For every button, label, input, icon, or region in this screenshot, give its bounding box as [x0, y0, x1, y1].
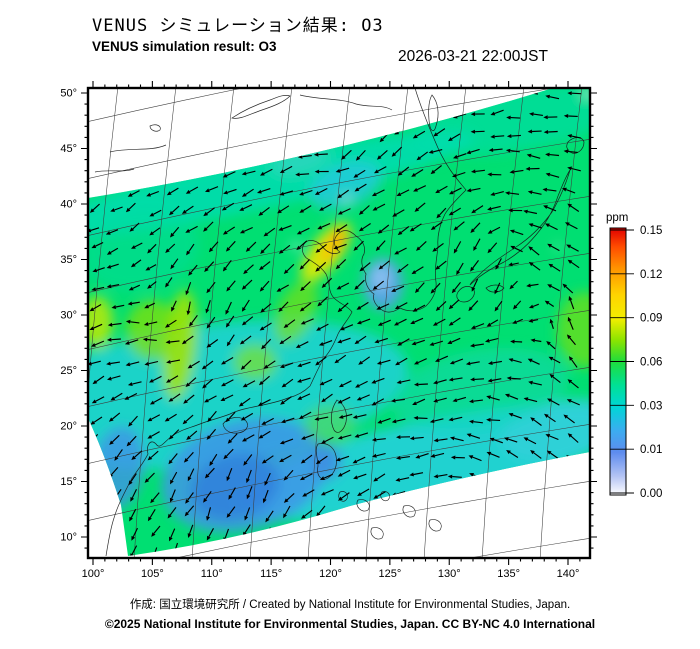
x-tick-label: 105°	[141, 568, 164, 580]
y-tick-label: 15°	[60, 476, 77, 488]
x-tick-label: 100°	[82, 568, 105, 580]
x-tick-label: 140°	[557, 568, 580, 580]
o3-concentration-field	[88, 88, 590, 556]
y-tick-label: 25°	[60, 365, 77, 377]
x-tick-label: 130°	[438, 568, 461, 580]
timestamp-label: 2026-03-21 22:00JST	[398, 48, 548, 65]
field-region-cloud-dot-4	[583, 90, 590, 96]
field-region-cyan-patch-northeast-china	[308, 160, 382, 210]
y-tick-label: 20°	[60, 421, 77, 433]
x-tick-label: 125°	[378, 568, 401, 580]
x-tick-label: 120°	[319, 568, 342, 580]
map-frame	[86, 86, 592, 560]
colorbar-tick-label: 0.06	[640, 357, 662, 369]
y-tick-label: 35°	[60, 254, 77, 266]
colorbar-tick-label: 0.09	[640, 313, 662, 325]
field-region-yellow-green-right-edge	[557, 292, 590, 368]
x-tick-label: 110°	[201, 568, 223, 580]
colorbar-tick-label: 0.00	[640, 488, 662, 500]
y-tick-label: 50°	[60, 88, 77, 100]
x-tick-label: 115°	[260, 568, 282, 580]
colorbar: ppm 0.15 0.12 0.09 0.06 0.03 0.01 0.00	[606, 212, 662, 500]
field-region-yellow-green-patch-sichuan	[126, 300, 178, 360]
colorbar-tick-label: 0.03	[640, 400, 662, 412]
colorbar-tick-label: 0.01	[640, 444, 662, 456]
page-title-japanese: VENUS シミュレーション結果: O3	[92, 16, 384, 36]
copyright-license-line: ©2025 National Institute for Environment…	[104, 617, 596, 631]
field-region-cloud-dot-5	[555, 245, 561, 249]
attribution-line: 作成: 国立環境研究所 / Created by National Instit…	[129, 599, 571, 611]
field-region-teal-left-mid	[88, 209, 200, 291]
colorbar-tick-label: 0.15	[640, 225, 662, 237]
field-region-cloud-dot-2	[344, 197, 350, 203]
graticule	[88, 88, 590, 558]
field-region-yellow-green-central-china	[274, 280, 318, 344]
field-region-teal-transition	[391, 347, 569, 433]
page-title-english: VENUS simulation result: O3	[92, 39, 277, 54]
axis-labels: 50° 45° 40° 35° 30° 25° 20° 15° 10° 100° 105° 110° 1…	[60, 88, 579, 581]
colorbar-tick-label: 0.12	[640, 269, 662, 281]
y-tick-label: 30°	[60, 310, 77, 322]
y-tick-label: 45°	[60, 143, 77, 155]
colorbar-unit-label: ppm	[606, 212, 628, 224]
y-tick-label: 10°	[60, 532, 77, 544]
axis-ticks	[81, 81, 597, 565]
y-tick-label: 40°	[60, 199, 77, 211]
field-region-light-blue-core-korea	[371, 265, 391, 291]
coastlines	[94, 88, 585, 557]
field-region-yellow-green-south-china	[233, 344, 277, 380]
x-tick-label: 135°	[497, 568, 520, 580]
